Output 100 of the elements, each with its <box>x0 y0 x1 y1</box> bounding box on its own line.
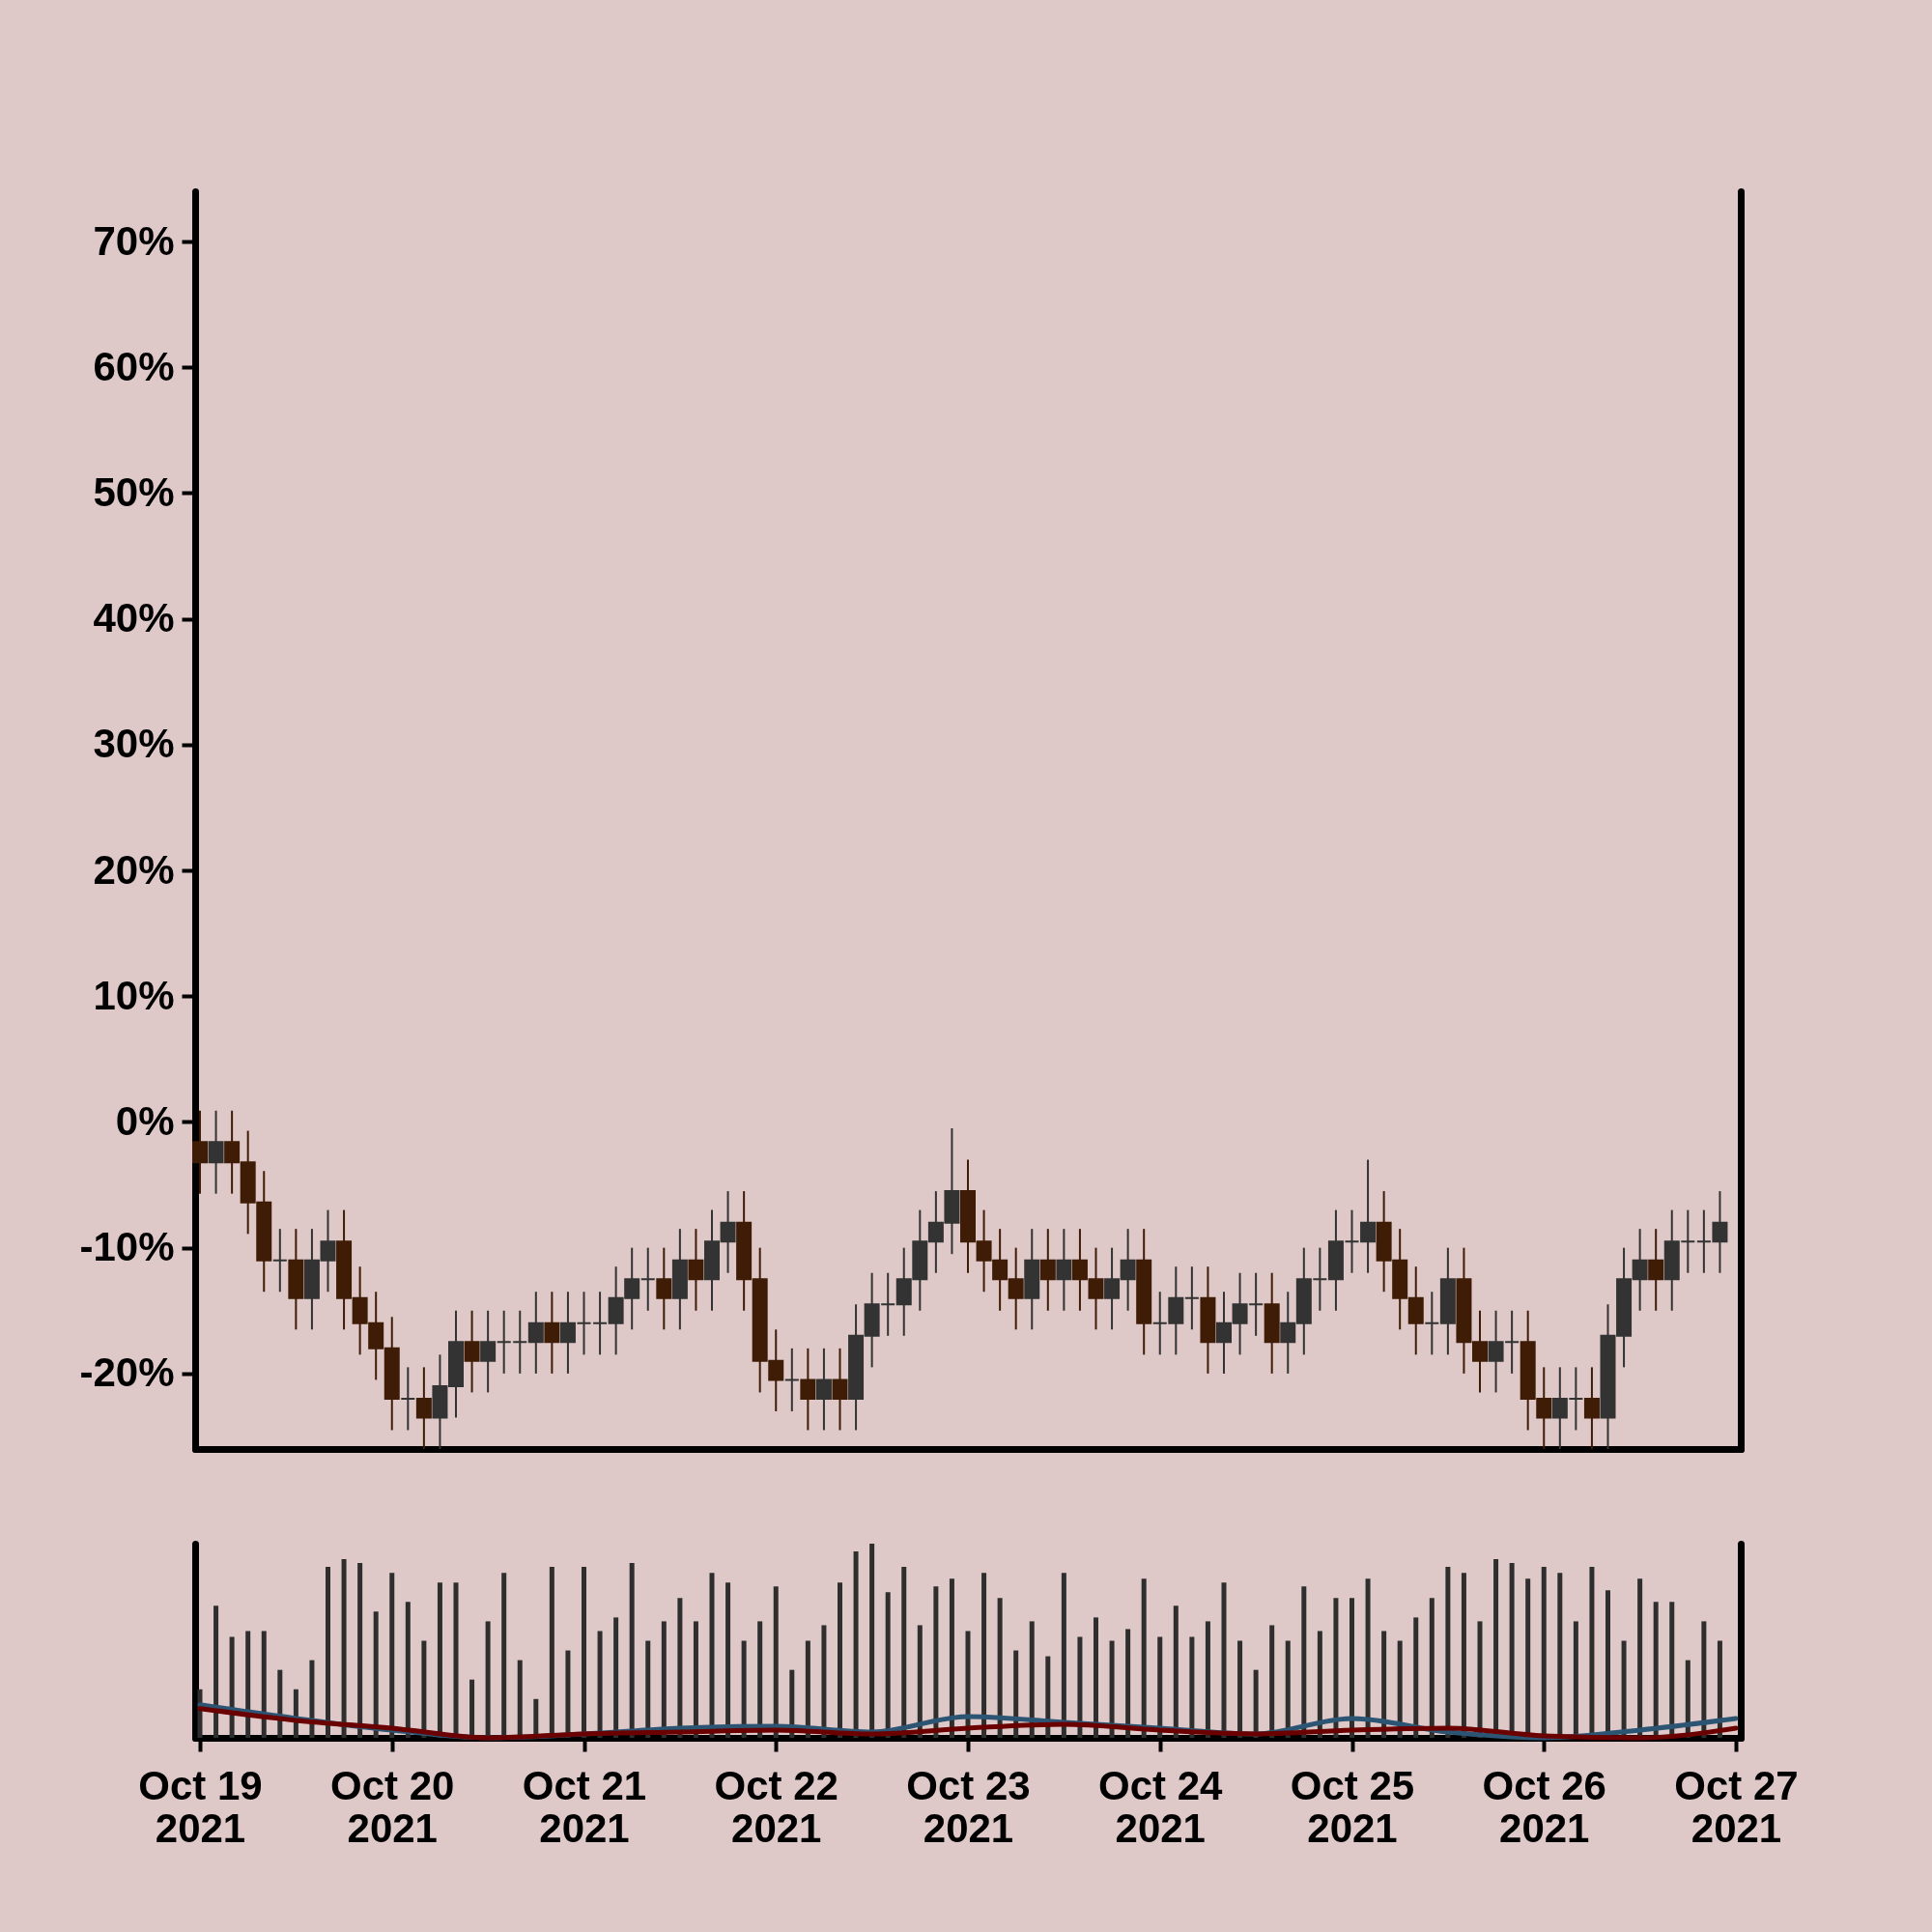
bar <box>1445 1567 1451 1738</box>
x-tick-label: Oct 25 2021 <box>1290 1762 1415 1851</box>
bar <box>213 1605 219 1738</box>
bar <box>1701 1621 1707 1738</box>
bar <box>245 1631 251 1738</box>
bar <box>1429 1598 1435 1738</box>
bar <box>1333 1598 1339 1738</box>
candlestick <box>559 1291 576 1375</box>
bar <box>517 1660 523 1738</box>
x-tick-label: Oct 21 2021 <box>522 1762 647 1851</box>
bar <box>1381 1631 1387 1738</box>
bar <box>1189 1636 1195 1738</box>
candlestick <box>192 1109 208 1195</box>
candlestick <box>512 1309 528 1375</box>
y-tick-label: 70% <box>93 217 175 264</box>
bar <box>1109 1640 1115 1738</box>
bar <box>565 1650 571 1738</box>
bar <box>629 1563 635 1738</box>
candlestick <box>1583 1366 1600 1450</box>
x-tick-label: Oct 26 2021 <box>1482 1762 1606 1851</box>
bar <box>1637 1578 1643 1738</box>
x-tick-label: Oct 22 2021 <box>714 1762 838 1851</box>
candlestick <box>208 1109 224 1195</box>
candlestick <box>1056 1228 1072 1312</box>
candlestick <box>815 1347 832 1432</box>
bar <box>501 1573 507 1738</box>
bar <box>901 1567 907 1738</box>
bar <box>1301 1586 1307 1738</box>
bar <box>1029 1621 1035 1738</box>
bar <box>1094 1617 1098 1738</box>
candlestick <box>464 1309 480 1394</box>
bar <box>357 1563 363 1738</box>
candlestick <box>271 1228 288 1293</box>
candlestick <box>1424 1291 1440 1356</box>
candlestick <box>1039 1228 1056 1312</box>
bar <box>1317 1631 1322 1738</box>
bar <box>421 1640 427 1738</box>
bar <box>949 1578 954 1738</box>
bar <box>885 1592 891 1738</box>
bar <box>757 1621 763 1738</box>
y-tick-label: 30% <box>93 721 175 767</box>
y-tick-label: 60% <box>93 343 175 389</box>
bar <box>1397 1640 1403 1738</box>
x-tick-label: Oct 24 2021 <box>1098 1762 1224 1851</box>
candlestick <box>783 1347 800 1412</box>
bar <box>677 1598 683 1738</box>
bar <box>1285 1640 1291 1738</box>
bar <box>341 1559 347 1738</box>
candlestick <box>832 1347 848 1432</box>
x-tick-label: Oct 23 2021 <box>906 1762 1031 1851</box>
bar <box>437 1582 442 1738</box>
bar <box>773 1586 779 1738</box>
bar <box>1141 1578 1147 1738</box>
bar <box>838 1582 842 1738</box>
candlestick <box>1183 1265 1200 1331</box>
bar <box>965 1631 971 1738</box>
y-tick-label: 50% <box>93 469 175 515</box>
bar <box>1365 1578 1371 1738</box>
bar <box>981 1573 987 1738</box>
bar <box>933 1586 939 1738</box>
y-tick-label: 10% <box>93 972 175 1018</box>
bar <box>917 1625 923 1738</box>
bar <box>309 1660 315 1738</box>
bar <box>869 1544 875 1738</box>
candlestick <box>544 1291 560 1375</box>
bar <box>1237 1640 1243 1738</box>
bar <box>997 1598 1003 1738</box>
bar <box>1461 1573 1466 1738</box>
bar <box>373 1611 379 1738</box>
bar <box>1157 1636 1163 1738</box>
bar <box>709 1573 715 1738</box>
bar <box>805 1640 810 1738</box>
candlestick <box>496 1309 512 1375</box>
bar <box>1621 1640 1627 1738</box>
bar <box>693 1621 698 1738</box>
bar <box>1350 1598 1354 1738</box>
candlestick <box>1648 1228 1664 1312</box>
bar <box>645 1640 651 1738</box>
y-tick-label: -10% <box>79 1224 175 1270</box>
bar <box>389 1573 395 1738</box>
y-tick-label: -20% <box>79 1350 175 1396</box>
candlestick <box>415 1366 432 1450</box>
bar <box>1477 1621 1483 1738</box>
bar <box>741 1640 747 1738</box>
bar <box>1173 1605 1179 1738</box>
bar <box>1061 1573 1066 1738</box>
bar <box>261 1631 267 1738</box>
bar <box>1413 1617 1419 1738</box>
bar <box>1653 1602 1659 1738</box>
bar <box>1205 1621 1210 1738</box>
candlestick <box>480 1309 497 1394</box>
bar <box>485 1621 491 1738</box>
bar <box>1221 1582 1227 1738</box>
bar <box>613 1617 619 1738</box>
candlestick <box>592 1291 609 1356</box>
candlestick <box>639 1246 656 1312</box>
x-tick-label: Oct 20 2021 <box>330 1762 455 1851</box>
y-tick-label: 20% <box>93 846 175 893</box>
candlestick <box>527 1291 544 1375</box>
bar <box>661 1621 667 1738</box>
